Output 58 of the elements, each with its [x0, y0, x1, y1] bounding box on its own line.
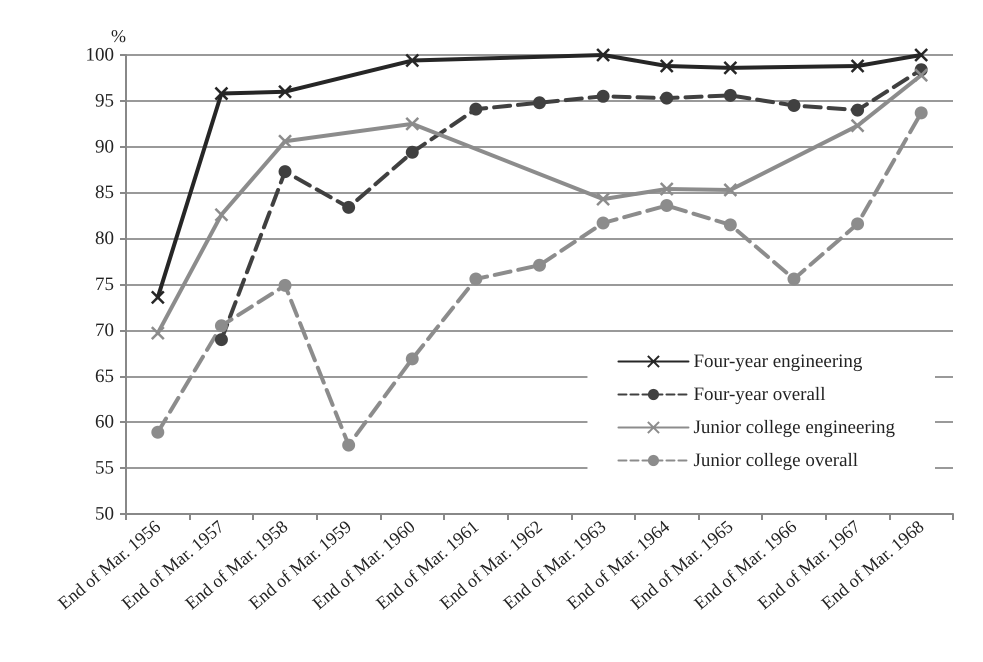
legend-label: Four-year overall: [693, 384, 826, 405]
point: [723, 182, 738, 198]
legend-label: Junior college overall: [693, 450, 858, 471]
point: [914, 68, 928, 82]
point: [278, 278, 292, 292]
point: [405, 53, 420, 68]
point: [151, 426, 164, 439]
point: [150, 326, 166, 340]
point: [469, 102, 482, 116]
point: [533, 96, 546, 110]
point: [850, 118, 865, 133]
point: [914, 106, 928, 120]
point: [850, 58, 865, 74]
point: [278, 84, 292, 99]
point: [150, 290, 166, 305]
point: [851, 217, 864, 230]
point: [533, 258, 546, 272]
point: [405, 116, 420, 132]
point: [469, 272, 482, 286]
point: [723, 60, 738, 76]
point: [278, 134, 292, 149]
point: [787, 272, 800, 286]
y-tick-label: 70: [95, 320, 114, 341]
point: [214, 319, 228, 332]
y-axis-title: %: [111, 26, 126, 46]
point: [342, 200, 356, 214]
point: [214, 207, 229, 222]
y-tick-label: 90: [95, 136, 114, 158]
y-tick-label: 75: [95, 274, 114, 295]
point: [659, 182, 674, 196]
point: [851, 104, 864, 117]
point: [214, 333, 228, 346]
y-tick-label: 80: [95, 228, 114, 250]
point: [214, 86, 229, 101]
y-tick-label: 100: [86, 44, 114, 66]
point: [596, 192, 610, 206]
point: [596, 216, 610, 230]
point: [724, 88, 737, 102]
legend-label: Junior college engineering: [693, 417, 896, 438]
point: [660, 92, 674, 105]
point: [724, 218, 737, 232]
y-tick-label: 95: [95, 90, 114, 112]
point: [787, 98, 800, 112]
point: [406, 146, 419, 159]
point: [596, 90, 610, 103]
point: [596, 48, 610, 62]
point: [278, 165, 292, 178]
point: [342, 438, 356, 452]
y-tick-label: 60: [95, 412, 114, 433]
y-tick-label: 55: [95, 458, 114, 479]
point: [406, 352, 419, 366]
point: [660, 199, 674, 212]
point: [659, 58, 674, 74]
legend-label: Four-year engineering: [693, 351, 863, 372]
point: [914, 48, 928, 62]
y-tick-label: 85: [95, 182, 114, 204]
y-tick-label: 65: [95, 366, 114, 387]
y-tick-label: 50: [95, 504, 114, 524]
